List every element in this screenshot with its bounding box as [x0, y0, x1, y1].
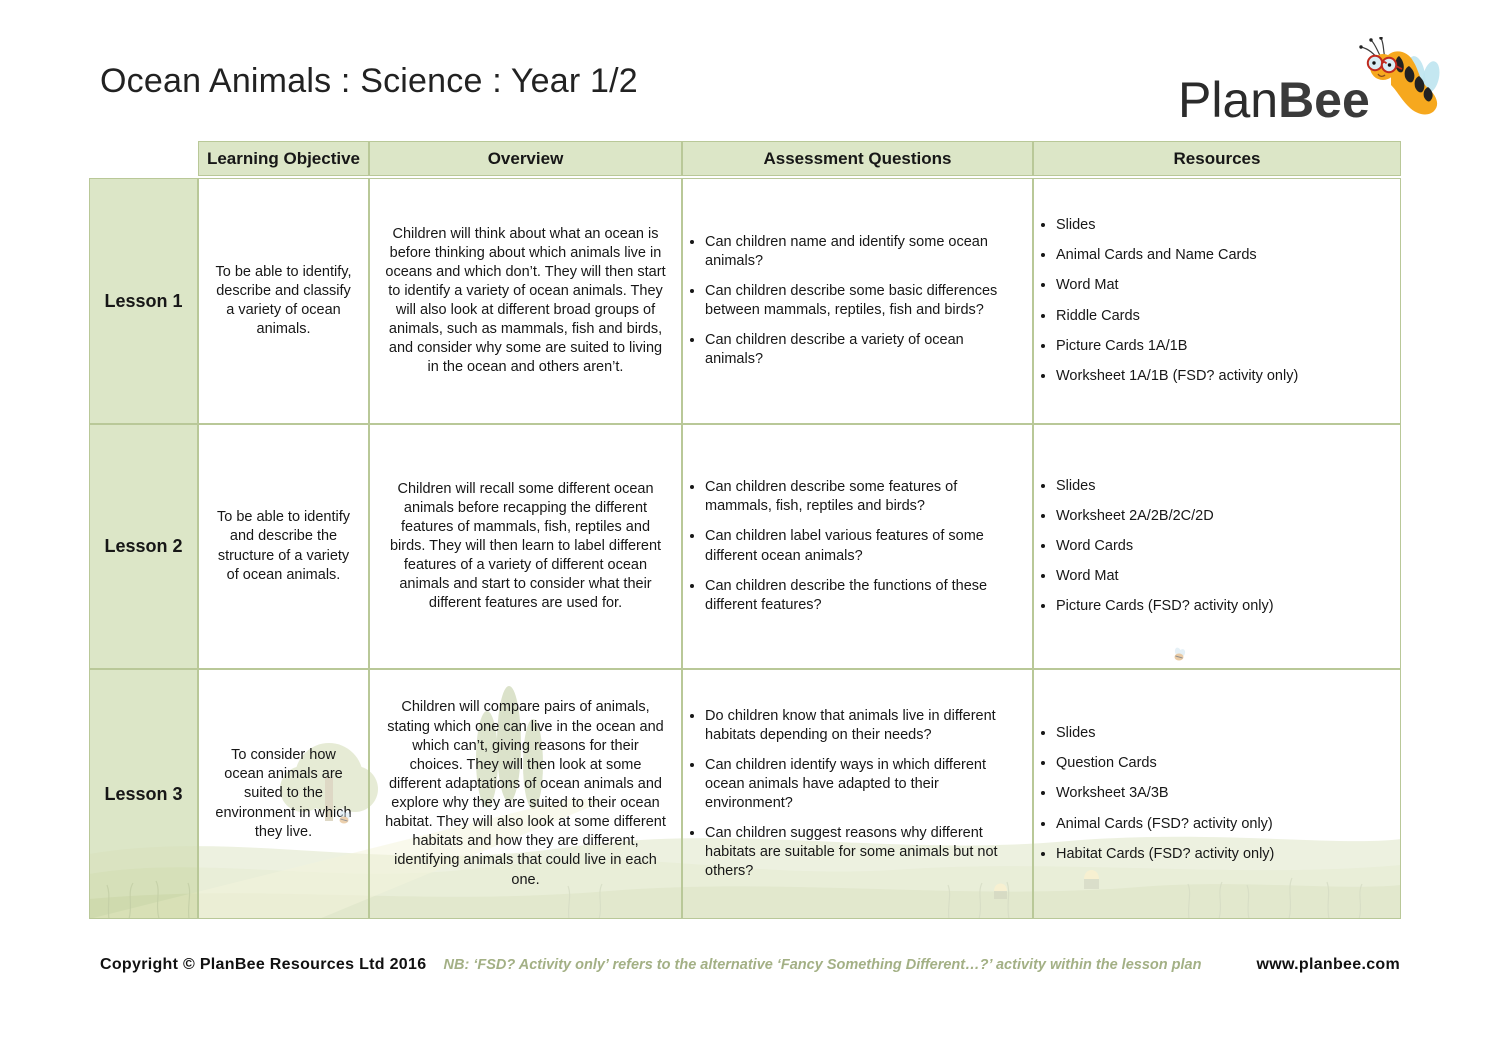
- svg-text:PlanBee: PlanBee: [1178, 72, 1370, 128]
